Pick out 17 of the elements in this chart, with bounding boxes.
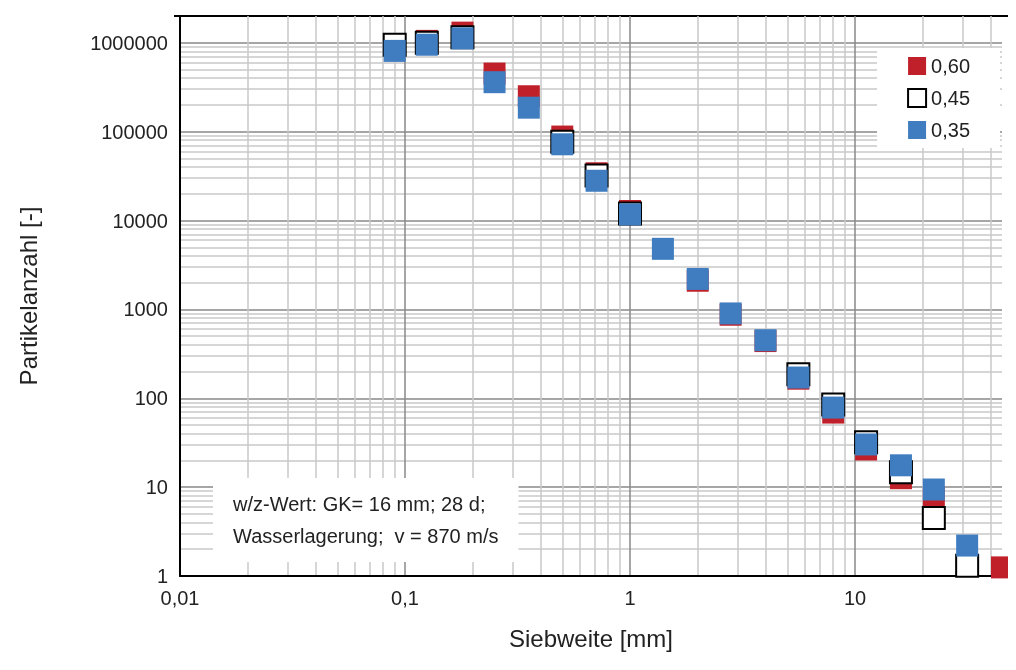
annotation: w/z-Wert: GK= 16 mm; 28 d; Wasserlagerung; v = 870 m/s bbox=[232, 493, 499, 547]
x-tick-label: 0,1 bbox=[391, 587, 419, 609]
y-tick-label: 1 bbox=[156, 565, 168, 587]
y-tick-label: 1000 bbox=[123, 298, 168, 321]
x-tick-label: 10 bbox=[843, 587, 867, 609]
y-tick-label: 10000 bbox=[112, 209, 168, 232]
y-tick-label: 10 bbox=[145, 476, 168, 499]
legend-label: 0,35 bbox=[931, 119, 971, 141]
x-tick-label: 1 bbox=[624, 587, 636, 609]
legend-label: 0,60 bbox=[931, 55, 971, 77]
x-tick-label: 0,01 bbox=[160, 587, 200, 609]
x-axis-title: Siebweite [mm] bbox=[508, 624, 674, 652]
y-axis-title: Partikelanzahl [-] bbox=[14, 206, 42, 386]
y-tick-label: 1000000 bbox=[90, 31, 168, 54]
y-tick-label: 100000 bbox=[101, 120, 168, 143]
legend-label: 0,45 bbox=[931, 87, 971, 109]
y-tick-label: 100 bbox=[134, 387, 168, 410]
